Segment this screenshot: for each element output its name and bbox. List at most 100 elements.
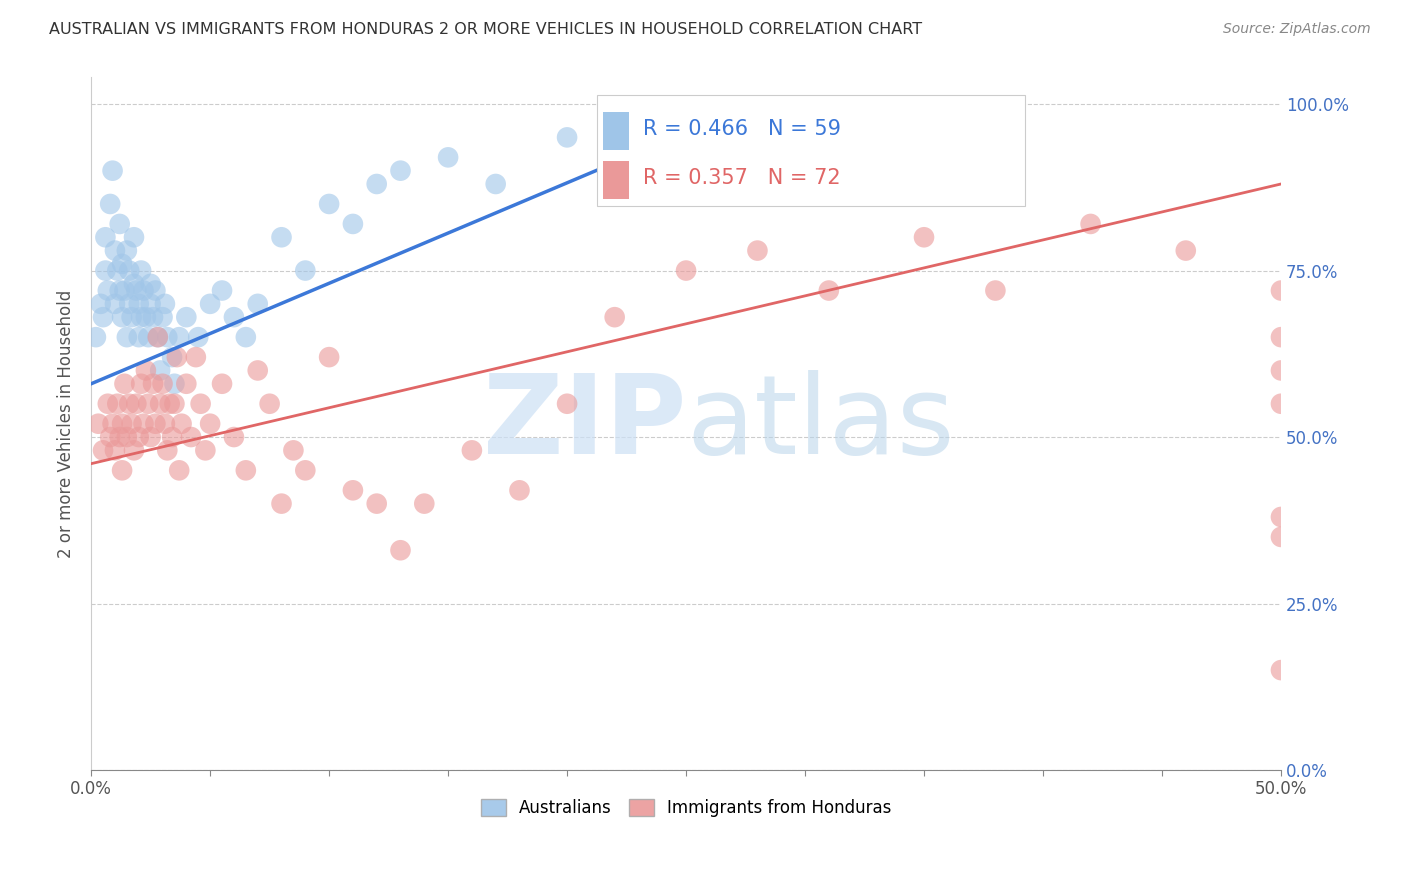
Point xyxy=(129,376,152,391)
Point xyxy=(1270,530,1292,544)
Point xyxy=(675,263,697,277)
Point xyxy=(603,310,626,325)
Point xyxy=(152,376,174,391)
Point xyxy=(105,263,128,277)
Point xyxy=(235,463,257,477)
Point xyxy=(747,244,769,258)
Point xyxy=(105,397,128,411)
Point xyxy=(84,330,107,344)
FancyBboxPatch shape xyxy=(603,112,628,150)
Text: R = 0.357   N = 72: R = 0.357 N = 72 xyxy=(643,168,841,188)
Point xyxy=(270,497,292,511)
Point xyxy=(170,417,193,431)
Point xyxy=(122,443,145,458)
Point xyxy=(132,417,155,431)
Point xyxy=(118,263,141,277)
Point xyxy=(115,244,138,258)
Point xyxy=(108,217,131,231)
Point xyxy=(222,430,245,444)
Point xyxy=(115,330,138,344)
Point xyxy=(294,263,316,277)
Point xyxy=(222,310,245,325)
Point xyxy=(1270,363,1292,377)
Point xyxy=(176,376,198,391)
Point xyxy=(1270,510,1292,524)
Point xyxy=(270,230,292,244)
Point xyxy=(104,244,127,258)
Point xyxy=(145,284,167,298)
Point xyxy=(1270,397,1292,411)
Point xyxy=(108,430,131,444)
Point xyxy=(135,310,157,325)
Point xyxy=(111,463,134,477)
Point xyxy=(121,310,143,325)
Point xyxy=(366,177,388,191)
Point xyxy=(342,483,364,498)
Y-axis label: 2 or more Vehicles in Household: 2 or more Vehicles in Household xyxy=(58,290,75,558)
Point xyxy=(176,310,198,325)
Point xyxy=(122,230,145,244)
Point xyxy=(97,397,120,411)
Point xyxy=(167,330,190,344)
Point xyxy=(190,397,212,411)
Point xyxy=(108,284,131,298)
Point xyxy=(97,284,120,298)
Point xyxy=(437,150,460,164)
Point xyxy=(114,284,136,298)
Point xyxy=(136,330,159,344)
Point xyxy=(246,363,269,377)
Point xyxy=(184,350,207,364)
Point xyxy=(194,443,217,458)
Point xyxy=(94,263,117,277)
Point xyxy=(461,443,484,458)
Point xyxy=(98,430,121,444)
Point xyxy=(149,397,172,411)
Point xyxy=(163,376,186,391)
Point xyxy=(160,350,183,364)
Point xyxy=(146,330,169,344)
Point xyxy=(94,230,117,244)
Text: AUSTRALIAN VS IMMIGRANTS FROM HONDURAS 2 OR MORE VEHICLES IN HOUSEHOLD CORRELATI: AUSTRALIAN VS IMMIGRANTS FROM HONDURAS 2… xyxy=(49,22,922,37)
Legend: Australians, Immigrants from Honduras: Australians, Immigrants from Honduras xyxy=(474,792,898,824)
Point xyxy=(156,330,179,344)
Point xyxy=(1080,217,1102,231)
Point xyxy=(129,263,152,277)
Point xyxy=(163,397,186,411)
Point xyxy=(167,463,190,477)
Text: Source: ZipAtlas.com: Source: ZipAtlas.com xyxy=(1223,22,1371,37)
Point xyxy=(153,417,176,431)
Point xyxy=(817,284,839,298)
Point xyxy=(198,417,221,431)
Point xyxy=(294,463,316,477)
Point xyxy=(98,197,121,211)
Point xyxy=(555,397,578,411)
Point xyxy=(485,177,508,191)
Point xyxy=(104,443,127,458)
Point xyxy=(259,397,281,411)
Point xyxy=(198,297,221,311)
Point xyxy=(129,310,152,325)
Point xyxy=(235,330,257,344)
Point xyxy=(187,330,209,344)
Point xyxy=(159,397,181,411)
Point xyxy=(139,297,162,311)
Text: ZIP: ZIP xyxy=(482,370,686,477)
Point xyxy=(211,284,233,298)
Point xyxy=(91,310,114,325)
Text: R = 0.466   N = 59: R = 0.466 N = 59 xyxy=(643,120,841,139)
Point xyxy=(342,217,364,231)
Point xyxy=(389,543,412,558)
Point xyxy=(166,350,188,364)
Point xyxy=(1270,663,1292,677)
Point xyxy=(153,297,176,311)
Point xyxy=(111,310,134,325)
Point xyxy=(118,297,141,311)
Point xyxy=(114,376,136,391)
Point xyxy=(413,497,436,511)
Point xyxy=(128,430,150,444)
FancyBboxPatch shape xyxy=(603,161,628,199)
Point xyxy=(156,443,179,458)
Point xyxy=(104,297,127,311)
Point xyxy=(87,417,110,431)
Point xyxy=(366,497,388,511)
